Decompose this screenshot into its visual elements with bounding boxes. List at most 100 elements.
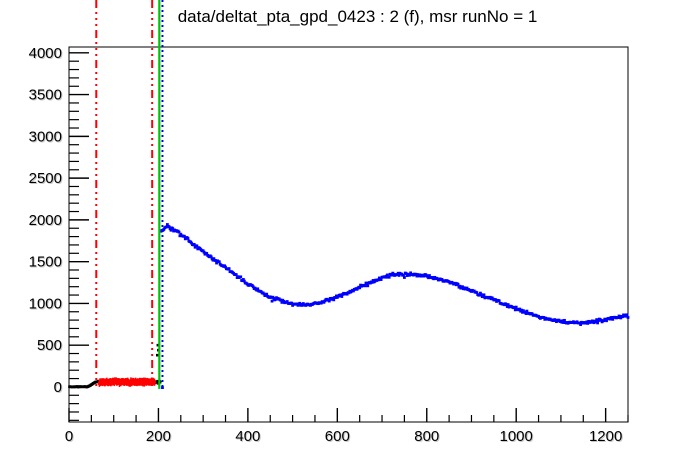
data-marker xyxy=(205,252,209,255)
data-marker xyxy=(524,312,528,315)
x-axis: 0 200 400 600 800 1000 1200 xyxy=(65,408,629,445)
data-marker xyxy=(592,321,596,325)
y-axis: 0 500 1000 1500 2000 2500 3000 3500 4000 xyxy=(29,45,89,421)
data-marker xyxy=(270,299,274,303)
data-marker xyxy=(560,320,564,324)
data-marker xyxy=(506,303,510,306)
data-marker xyxy=(215,261,218,265)
data-marker xyxy=(156,343,160,347)
data-marker xyxy=(542,316,546,319)
data-marker xyxy=(262,292,266,296)
data-marker xyxy=(604,317,608,321)
data-marker xyxy=(365,281,369,285)
data-marker xyxy=(301,302,305,305)
data-marker xyxy=(432,277,436,281)
data-marker xyxy=(427,276,430,280)
data-marker xyxy=(165,225,168,229)
data-marker xyxy=(610,316,614,319)
x-tick-label: 1000 xyxy=(500,428,533,445)
data-marker xyxy=(518,307,522,311)
data-marker xyxy=(177,230,181,234)
data-marker xyxy=(168,227,172,231)
plot-title: data/deltat_pta_gpd_0423 : 2 (f), msr ru… xyxy=(178,7,538,26)
data-marker xyxy=(525,309,529,313)
data-marker xyxy=(479,291,482,295)
data-marker xyxy=(482,293,486,297)
x-tick-label: 1200 xyxy=(589,428,622,445)
y-tick-label: 500 xyxy=(37,337,62,354)
data-marker xyxy=(195,244,199,248)
data-marker xyxy=(387,275,391,279)
data-marker xyxy=(599,318,603,322)
data-marker xyxy=(475,291,479,295)
data-marker xyxy=(340,295,344,298)
data-marker xyxy=(265,292,269,296)
y-tick-label: 1500 xyxy=(29,254,62,271)
data-marker xyxy=(251,285,255,289)
data-marker xyxy=(212,257,216,261)
data-marker xyxy=(422,274,426,278)
data-marker xyxy=(562,321,566,324)
data-marker xyxy=(290,301,294,305)
data-marker xyxy=(358,286,362,290)
data-marker xyxy=(504,303,508,306)
data-marker xyxy=(193,245,197,249)
reference-vlines xyxy=(95,0,164,389)
data-marker xyxy=(239,275,243,279)
x-tick-label: 200 xyxy=(146,428,171,445)
data-marker xyxy=(167,225,171,229)
data-marker xyxy=(377,278,380,282)
data-marker xyxy=(602,319,606,323)
data-marker xyxy=(192,242,196,246)
data-marker xyxy=(332,298,336,302)
data-marker xyxy=(379,278,383,281)
data-marker xyxy=(217,260,221,264)
data-marker xyxy=(377,276,381,280)
data-marker xyxy=(605,319,608,323)
y-tick-label: 2500 xyxy=(29,170,62,187)
y-tick-label: 0 xyxy=(54,379,62,396)
data-marker xyxy=(152,380,156,384)
data-marker xyxy=(179,232,183,236)
data-marker xyxy=(269,296,273,299)
data-marker xyxy=(554,318,557,322)
data-marker xyxy=(386,273,389,277)
data-marker xyxy=(347,291,351,295)
data-marker xyxy=(458,284,462,288)
data-marker xyxy=(319,301,323,305)
data-marker xyxy=(161,386,164,389)
data-marker xyxy=(279,298,283,302)
data-marker xyxy=(409,271,413,275)
data-marker xyxy=(595,318,599,322)
data-marker xyxy=(295,302,299,306)
data-marker xyxy=(626,316,630,319)
data-marker xyxy=(234,273,238,277)
data-marker xyxy=(597,319,600,322)
data-marker xyxy=(461,285,464,289)
data-marker xyxy=(521,310,524,314)
y-tick-label: 2000 xyxy=(29,212,62,229)
data-marker xyxy=(404,272,408,276)
x-tick-label: 600 xyxy=(325,428,350,445)
data-marker xyxy=(589,320,593,324)
data-marker xyxy=(171,227,175,231)
x-tick-label: 0 xyxy=(65,428,73,445)
x-tick-label: 400 xyxy=(235,428,260,445)
data-marker xyxy=(488,295,492,299)
data-marker xyxy=(363,284,367,288)
data-marker xyxy=(165,223,169,226)
data-marker xyxy=(578,321,582,325)
data-marker xyxy=(494,298,498,302)
data-marker xyxy=(513,308,517,312)
data-marker xyxy=(618,314,622,318)
series-decay-signal-blue xyxy=(159,223,630,389)
data-marker xyxy=(453,281,457,285)
data-marker xyxy=(611,317,615,321)
data-marker xyxy=(414,272,418,276)
data-marker xyxy=(619,316,623,320)
y-tick-label: 1000 xyxy=(29,295,62,312)
data-marker xyxy=(465,286,469,290)
data-marker xyxy=(334,296,337,299)
